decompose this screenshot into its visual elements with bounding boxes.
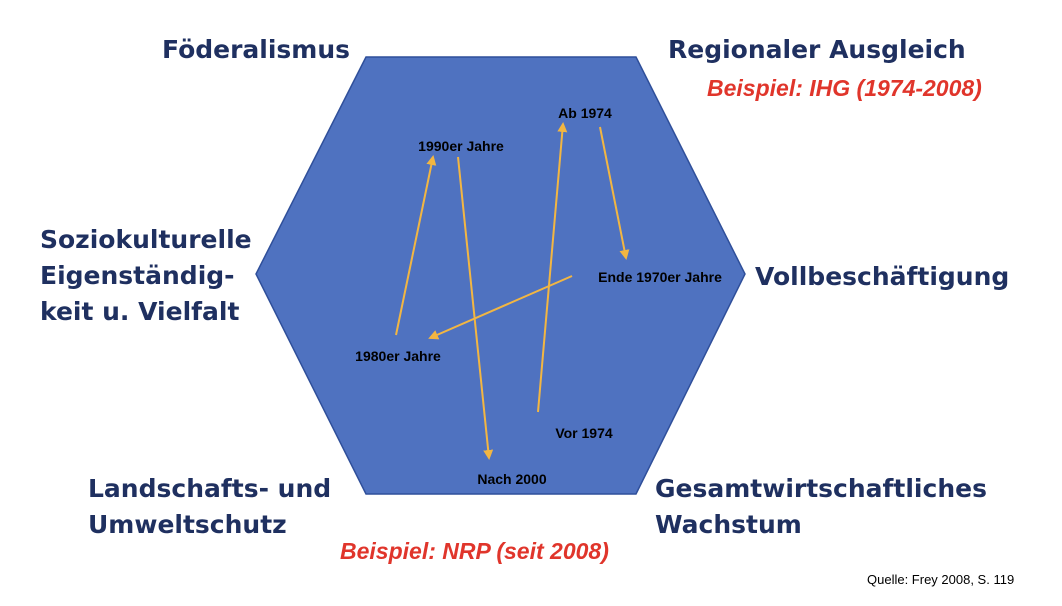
goal-foederalismus-text: Föderalismus [162, 35, 351, 64]
example-ihg: Beispiel: IHG (1974-2008) [707, 75, 982, 101]
phase-label-1980er-jahre: 1980er Jahre [355, 348, 441, 364]
phase-label-nach-2000: Nach 2000 [477, 471, 546, 487]
goal-landschafts-line-2: Umweltschutz [88, 510, 287, 539]
goal-soziokulturelle-line-2: Eigenständig- [40, 261, 235, 290]
arrow-ab1974-to-ende1970er [599, 126, 630, 260]
goal-regionaler-ausgleich-text: Regionaler Ausgleich [668, 35, 966, 64]
goal-vollbeschaeftigung-text: Vollbeschäftigung [755, 262, 1010, 291]
goal-soziokulturelle-line-1: Soziokulturelle [40, 225, 252, 254]
goal-regionaler-ausgleich: Regionaler Ausgleich [668, 32, 966, 68]
arrow-1990er-to-nach2000 [457, 156, 494, 460]
arrow-vor1974-to-ab1974 [537, 122, 568, 413]
goal-vollbeschaeftigung: Vollbeschäftigung [755, 259, 1009, 295]
phase-label-1990er-jahre: 1990er Jahre [418, 138, 504, 154]
phase-label-vor-1974: Vor 1974 [555, 425, 613, 441]
goal-wachstum-line-1: Gesamtwirtschaftliches [655, 474, 987, 503]
goal-soziokulturelle-eigenstaendigkeit: Soziokulturelle Eigenständig- keit u. Vi… [40, 222, 252, 330]
goal-landschafts-line-1: Landschafts- und [88, 474, 332, 503]
phase-label-ende-1970er-jahre: Ende 1970er Jahre [598, 269, 722, 285]
goal-foederalismus: Föderalismus [162, 32, 350, 68]
arrow-ende1970er-to-1980er [428, 275, 573, 340]
hexagon [255, 56, 746, 495]
goal-gesamtwirtschaftliches-wachstum: Gesamtwirtschaftliches Wachstum [655, 471, 987, 543]
example-nrp: Beispiel: NRP (seit 2008) [340, 538, 609, 564]
source-citation: Quelle: Frey 2008, S. 119 [867, 572, 1015, 587]
goal-soziokulturelle-line-3: keit u. Vielfalt [40, 297, 240, 326]
arrow-1980er-to-1990er [395, 155, 437, 336]
goal-wachstum-line-2: Wachstum [655, 510, 802, 539]
goal-landschafts-umweltschutz: Landschafts- und Umweltschutz [88, 471, 331, 543]
phase-label-ab-1974: Ab 1974 [558, 105, 612, 121]
